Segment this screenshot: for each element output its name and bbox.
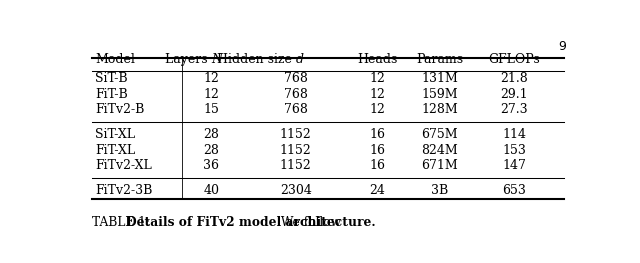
Text: Params: Params (416, 53, 463, 66)
Text: 2304: 2304 (280, 184, 312, 197)
Text: 15: 15 (204, 103, 220, 117)
Text: 12: 12 (204, 72, 220, 85)
Text: 16: 16 (370, 144, 385, 157)
Text: FiT-XL: FiT-XL (95, 144, 135, 157)
Text: 28: 28 (204, 144, 220, 157)
Text: SiT-XL: SiT-XL (95, 128, 135, 141)
Text: FiTv2-XL: FiTv2-XL (95, 159, 152, 173)
Text: 768: 768 (284, 88, 308, 101)
Text: 159M: 159M (421, 88, 458, 101)
Text: Heads: Heads (357, 53, 398, 66)
Text: 675M: 675M (421, 128, 458, 141)
Text: 24: 24 (370, 184, 385, 197)
Text: 1152: 1152 (280, 159, 312, 173)
Text: 29.1: 29.1 (500, 88, 528, 101)
Text: FiTv2-3B: FiTv2-3B (95, 184, 152, 197)
Text: 768: 768 (284, 72, 308, 85)
Text: Model: Model (95, 53, 135, 66)
Text: 671M: 671M (421, 159, 458, 173)
Text: Details of FiTv2 model architecture.: Details of FiTv2 model architecture. (126, 216, 376, 229)
Text: 16: 16 (370, 128, 385, 141)
Text: 3B: 3B (431, 184, 448, 197)
Text: d: d (296, 53, 304, 66)
Text: 147: 147 (502, 159, 526, 173)
Text: Hidden size: Hidden size (217, 53, 296, 66)
Text: N: N (211, 53, 223, 66)
Text: 9: 9 (558, 40, 566, 53)
Text: 153: 153 (502, 144, 526, 157)
Text: 36: 36 (204, 159, 220, 173)
Text: 12: 12 (370, 72, 385, 85)
Text: 28: 28 (204, 128, 220, 141)
Text: 12: 12 (370, 88, 385, 101)
Text: 21.8: 21.8 (500, 72, 528, 85)
Text: 12: 12 (370, 103, 385, 117)
Text: 768: 768 (284, 103, 308, 117)
Text: FiT-B: FiT-B (95, 88, 127, 101)
Text: 1152: 1152 (280, 144, 312, 157)
Text: FiTv2-B: FiTv2-B (95, 103, 144, 117)
Text: Layers: Layers (165, 53, 211, 66)
Text: GFLOPs: GFLOPs (488, 53, 540, 66)
Text: 12: 12 (204, 88, 220, 101)
Text: 824M: 824M (421, 144, 458, 157)
Text: TABLE 1:: TABLE 1: (92, 216, 154, 229)
Text: 128M: 128M (421, 103, 458, 117)
Text: SiT-B: SiT-B (95, 72, 127, 85)
Text: 40: 40 (204, 184, 220, 197)
Text: 27.3: 27.3 (500, 103, 528, 117)
Text: 16: 16 (370, 159, 385, 173)
Text: 131M: 131M (421, 72, 458, 85)
Text: 114: 114 (502, 128, 526, 141)
Text: 653: 653 (502, 184, 526, 197)
Text: We follow: We follow (277, 216, 342, 229)
Text: 1152: 1152 (280, 128, 312, 141)
